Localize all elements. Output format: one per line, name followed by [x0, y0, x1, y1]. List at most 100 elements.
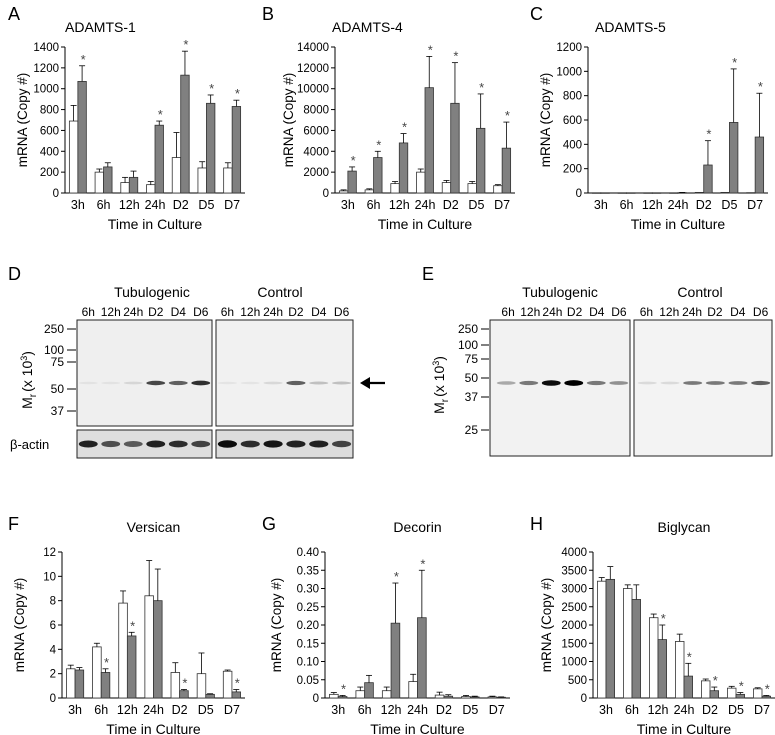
blot-band [705, 381, 725, 385]
mw-marker-label: 250 [458, 322, 478, 336]
y-tick-label: 4000 [561, 547, 587, 559]
blot-band [331, 440, 352, 448]
mw-marker-label: 50 [51, 382, 65, 396]
y-tick-label: 1500 [561, 638, 587, 650]
blot-membrane-control [633, 319, 773, 457]
x-tick-label: 24h [674, 703, 695, 717]
significance-marker: * [81, 52, 86, 67]
x-tick-label: D2 [696, 198, 712, 212]
chart-panel-g: G Decorin 0 0.05 0.10 0.15 0.20 0.25 0.30 0.35 0.4… [262, 514, 510, 735]
bar-series-0-D5 [461, 696, 471, 699]
panel-letter: A [8, 4, 20, 24]
significance-marker: * [130, 618, 135, 633]
y-tick-label: 0.25 [297, 602, 319, 614]
mw-marker-label: 50 [465, 371, 479, 385]
bar-series-1-12h [126, 635, 137, 699]
significance-marker: * [732, 55, 737, 70]
bar-series-1-D5 [735, 693, 745, 699]
bar-series-1-24h [154, 124, 164, 194]
bar-series-1-D2 [179, 690, 189, 699]
mw-marker-label: 37 [51, 404, 65, 418]
y-tick-label: 6000 [303, 125, 329, 137]
x-tick-label: 12h [648, 703, 669, 717]
blot-band [309, 440, 329, 448]
chart-title: Decorin [393, 519, 441, 535]
blot-band [309, 381, 329, 385]
bar-series-1-24h [683, 675, 693, 699]
bar-series-1-D7 [496, 696, 506, 699]
panel-letter: C [530, 4, 543, 24]
y-tick-label: 0.15 [297, 638, 319, 650]
chart-title: ADAMTS-5 [595, 19, 666, 35]
y-tick-label: 200 [563, 164, 582, 176]
bar-series-1-D5 [476, 127, 486, 194]
bar-series-1-3h [74, 669, 85, 699]
bar-series-0-12h [390, 183, 400, 194]
y-tick-label: 1000 [556, 66, 582, 78]
y-axis-label: mRNA (Copy #) [539, 578, 554, 673]
lane-label-D4: D4 [730, 305, 746, 319]
y-tick-label: 2500 [561, 602, 587, 614]
bar-series-0-D7 [487, 696, 498, 699]
blot-band [496, 381, 516, 385]
x-tick-label: D5 [462, 703, 478, 717]
mw-marker-label: 250 [44, 322, 64, 336]
mw-marker-label: 100 [44, 343, 64, 357]
lane-label-D6: D6 [611, 305, 627, 319]
bar-series-1-3h [347, 170, 357, 194]
y-tick-label: 0 [576, 188, 582, 200]
bar-series-1-24h [424, 87, 434, 194]
bar-series-1-D5 [206, 102, 216, 194]
x-tick-label: 12h [642, 198, 663, 212]
lane-label-D4: D4 [311, 305, 327, 319]
chart-panel-c: C ADAMTS-5 0 200 400 600 800 1000 1200 mRNA (Copy… [530, 4, 768, 232]
x-axis-label: Time in Culture [370, 721, 465, 735]
significance-marker: * [351, 153, 356, 168]
x-tick-label: D2 [172, 703, 188, 717]
bar-series-1-24h [417, 617, 427, 699]
x-tick-label: 24h [407, 703, 428, 717]
blot-band [78, 381, 98, 385]
lane-label-6h: 6h [221, 305, 234, 319]
blot-band [240, 381, 260, 385]
bar-series-1-3h [605, 578, 615, 699]
bar-series-1-D7 [501, 147, 512, 194]
blot-membrane-tubulogenic [76, 319, 213, 427]
mw-marker-label: 75 [51, 355, 65, 369]
x-tick-label: 24h [145, 198, 166, 212]
bar-series-1-D2 [180, 74, 190, 194]
blot-band [660, 381, 680, 385]
lane-label-24h: 24h [123, 305, 143, 319]
bar-series-0-6h [364, 189, 374, 194]
y-tick-label: 0 [50, 693, 56, 705]
x-axis-label: Time in Culture [378, 216, 473, 232]
lane-label-D2: D2 [148, 305, 164, 319]
x-tick-label: 3h [341, 198, 355, 212]
bar-series-0-6h [355, 690, 366, 699]
x-tick-label: 3h [331, 703, 345, 717]
significance-marker: * [183, 37, 188, 52]
bar-series-1-D2 [443, 695, 454, 699]
bar-series-1-D7 [231, 691, 241, 699]
x-tick-label: D5 [198, 198, 214, 212]
x-tick-label: D7 [754, 703, 770, 717]
y-tick-label: 1400 [33, 42, 59, 54]
bar-series-0-D2 [171, 157, 182, 194]
x-tick-label: 12h [119, 198, 140, 212]
y-tick-label: 8 [50, 596, 56, 608]
significance-marker: * [453, 49, 458, 64]
chart-title: ADAMTS-4 [332, 19, 403, 35]
x-tick-label: D5 [721, 198, 737, 212]
bar-series-0-D2 [441, 182, 452, 194]
group-label-control: Control [677, 284, 722, 300]
significance-marker: * [104, 655, 109, 670]
significance-marker: * [687, 649, 692, 664]
y-tick-label: 500 [568, 675, 587, 687]
y-tick-label: 4 [50, 644, 57, 656]
group-label-tubulogenic: Tubulogenic [522, 284, 598, 300]
x-tick-label: D7 [494, 198, 510, 212]
x-axis-label: Time in Culture [631, 216, 726, 232]
bar-series-0-3h [338, 190, 349, 194]
bar-series-0-24h [144, 595, 154, 699]
